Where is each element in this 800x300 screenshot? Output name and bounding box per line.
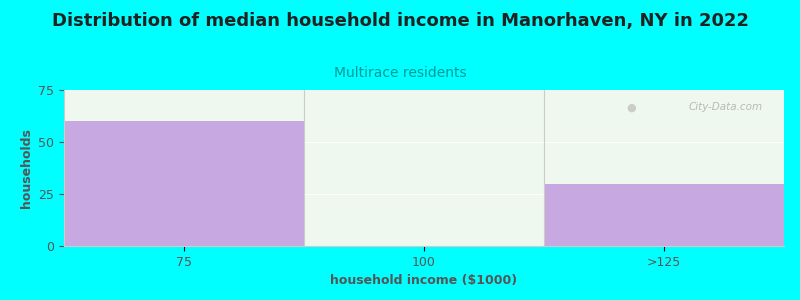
Text: City-Data.com: City-Data.com: [688, 103, 762, 112]
Text: ●: ●: [626, 103, 637, 112]
Bar: [64, 121, 304, 246]
Y-axis label: households: households: [20, 128, 33, 208]
Text: Multirace residents: Multirace residents: [334, 66, 466, 80]
Text: Distribution of median household income in Manorhaven, NY in 2022: Distribution of median household income …: [51, 12, 749, 30]
X-axis label: household income ($1000): household income ($1000): [330, 274, 518, 287]
Bar: [544, 184, 784, 246]
